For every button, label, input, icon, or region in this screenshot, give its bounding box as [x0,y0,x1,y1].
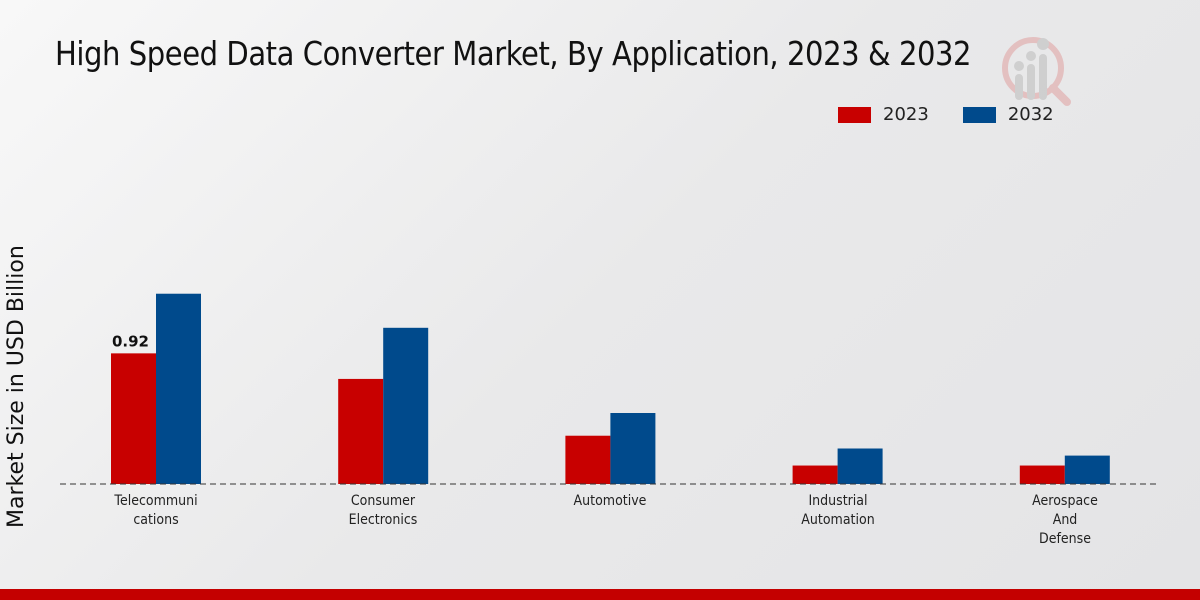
legend-label-2032: 2032 [1007,104,1054,125]
legend-swatch-2032 [962,106,996,123]
legend-item-2023: 2023 [838,104,929,125]
bar-2023-3 [792,465,838,484]
data-label: 0.92 [112,332,149,350]
legend-item-2032: 2032 [962,104,1054,125]
bar-2023-4 [1019,465,1065,484]
footer-bar [0,589,1200,600]
bar-2032-2 [610,413,656,484]
x-tick-label: Telecommuni cations [114,493,198,528]
logo-icon [1002,37,1071,106]
x-tick-label: Industrial Automation [800,493,875,528]
bar-2032-3 [837,448,883,484]
bar-2023-0 [111,353,156,484]
bar-2032-4 [1064,455,1110,484]
bar-2032-0 [156,293,201,484]
legend-label-2023: 2023 [883,104,929,125]
legend: 2023 2032 [838,104,1054,125]
bar-2023-1 [338,378,384,484]
x-tick-label: Automotive [573,493,647,509]
x-tick-label: Consumer Electronics [348,493,418,528]
legend-swatch-2023 [838,106,871,123]
bar-2032-1 [383,327,429,484]
chart-title: High Speed Data Converter Market, By App… [55,34,972,73]
x-tick-label: Aerospace And Defense [1031,493,1098,547]
bar-2023-2 [565,435,611,484]
